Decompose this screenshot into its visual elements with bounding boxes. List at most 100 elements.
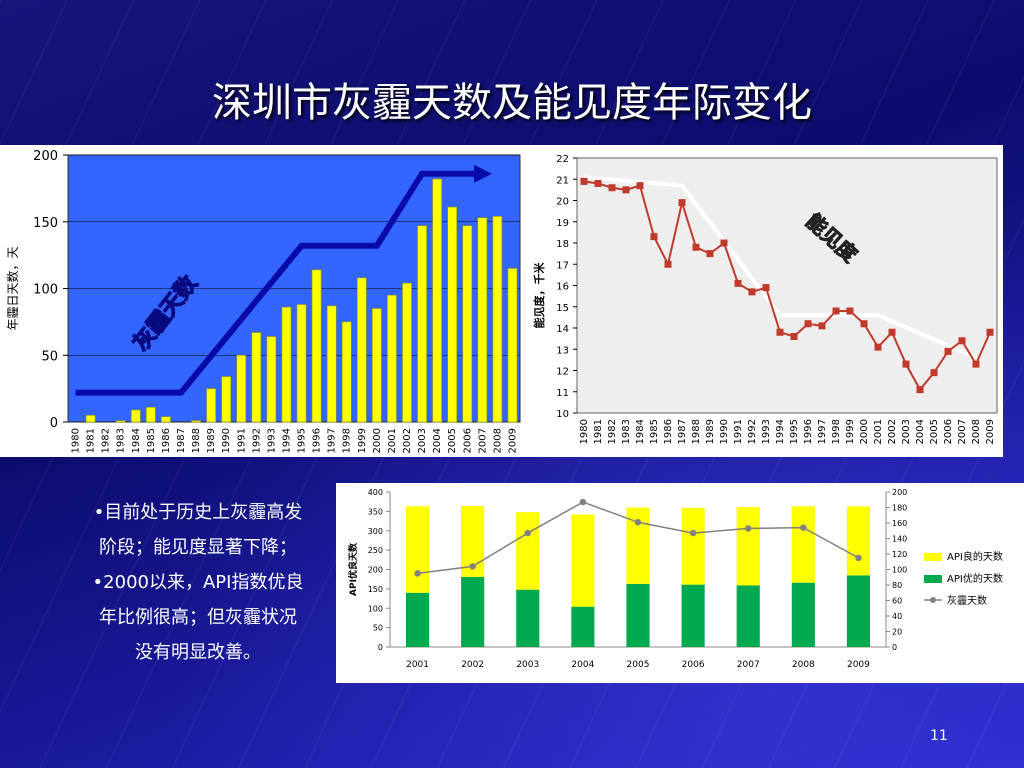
x-tick-label: 1993 — [761, 419, 772, 444]
y-tick-label-right: 100 — [892, 566, 907, 575]
x-tick-label: 2008 — [792, 660, 815, 670]
y-tick-label-right: 180 — [892, 504, 907, 513]
bar-excellent — [516, 589, 540, 647]
data-point — [650, 233, 658, 241]
x-tick-label: 2003 — [901, 419, 912, 444]
data-point — [692, 243, 700, 251]
bullet-line: •2000以来，API指数优良 — [92, 572, 304, 593]
x-tick-label: 2006 — [943, 419, 954, 444]
x-tick-label: 1985 — [649, 419, 660, 444]
x-tick-label: 1984 — [131, 428, 142, 453]
x-tick-label: 2001 — [387, 428, 398, 453]
bullet-line: 年比例很高；但灰霾状况 — [99, 607, 297, 628]
bar — [326, 305, 337, 423]
y-axis-label: API优良天数 — [347, 542, 359, 596]
x-tick-label: 1997 — [327, 428, 338, 453]
bar — [296, 304, 307, 423]
x-tick-label: 1982 — [101, 428, 112, 453]
x-tick-label: 1985 — [146, 428, 157, 453]
x-tick-label: 1984 — [635, 419, 646, 444]
bar-good — [405, 506, 430, 593]
bar-good — [461, 505, 485, 577]
y-tick-label-right: 20 — [892, 628, 902, 637]
x-tick-label: 2006 — [462, 428, 473, 453]
x-tick-label: 2007 — [957, 419, 968, 444]
bar-good — [626, 507, 650, 584]
x-tick-label: 1980 — [71, 428, 82, 453]
data-point — [986, 328, 994, 336]
bar — [507, 268, 518, 423]
data-point — [594, 180, 602, 187]
bullet-line: •目前处于历史上灰霾高发 — [93, 502, 303, 523]
x-tick-label: 1986 — [161, 428, 172, 453]
y-tick-label-right: 140 — [892, 535, 907, 544]
data-point — [608, 184, 616, 192]
bar — [206, 388, 216, 423]
x-tick-label: 2009 — [847, 660, 870, 670]
bar — [341, 321, 352, 423]
data-point — [860, 320, 868, 328]
data-point — [762, 284, 770, 292]
bar — [477, 217, 488, 423]
legend-label-good: API良的天数 — [947, 550, 1003, 563]
haze-point — [634, 519, 642, 526]
bar-excellent — [461, 576, 485, 647]
y-tick-label: 150 — [368, 585, 383, 594]
haze-days-chart: 0 50 100 150 200 1980 1981 1982 1983 1984 1985 1986… — [5, 149, 521, 453]
x-tick-label: 2005 — [627, 660, 650, 670]
bullet-text: •目前处于历史上灰霾高发 阶段；能见度显著下降； •2000以来，API指数优良… — [62, 495, 334, 670]
x-tick-label: 1983 — [116, 428, 127, 453]
bar-good — [571, 514, 595, 607]
haze-point — [855, 554, 862, 562]
y-tick-label: 100 — [368, 604, 383, 613]
y-tick-label: 15 — [556, 303, 569, 314]
trend-arrow-icon — [474, 164, 492, 183]
x-tick-label: 1987 — [176, 428, 187, 453]
data-point — [804, 320, 812, 328]
y-tick-label: 18 — [556, 239, 569, 250]
bar — [311, 269, 322, 423]
x-tick-label: 1989 — [705, 419, 716, 444]
x-tick-label: 1981 — [86, 428, 97, 453]
y-tick-label: 50 — [373, 624, 383, 633]
x-tick-label: 2008 — [971, 419, 982, 444]
x-tick-label: 1998 — [342, 428, 353, 453]
bar — [356, 277, 367, 423]
x-tick-label: 1991 — [733, 419, 744, 444]
data-point — [916, 386, 924, 394]
bar — [402, 282, 412, 423]
data-point — [944, 347, 952, 355]
x-tick-label: 1992 — [251, 428, 262, 453]
bar — [115, 420, 126, 423]
data-point — [748, 288, 756, 296]
bar — [85, 415, 96, 423]
bar — [236, 354, 247, 423]
bar — [266, 336, 277, 423]
y-tick-label: 400 — [368, 488, 383, 497]
data-point — [832, 307, 840, 315]
x-tick-label: 2005 — [929, 419, 940, 444]
haze-point — [579, 498, 587, 506]
data-point — [664, 260, 672, 268]
data-point — [636, 182, 644, 190]
x-tick-label: 2009 — [985, 419, 996, 444]
y-tick-label: 0 — [378, 643, 383, 652]
data-point — [580, 177, 588, 185]
y-tick-label: 11 — [556, 388, 569, 399]
legend-label-haze: 灰霾天数 — [947, 594, 987, 607]
y-tick-label: 16 — [556, 282, 569, 293]
haze-days-chart-panel: 0 50 100 150 200 1980 1981 1982 1983 1984 1985 1986… — [0, 145, 527, 457]
haze-point — [745, 525, 752, 532]
haze-point — [524, 529, 531, 537]
page-number: 11 — [930, 728, 948, 744]
x-tick-label: 2005 — [447, 428, 458, 453]
slide-title: 深圳市灰霾天数及能见度年际变化 — [212, 80, 812, 126]
y-tick-label-right: 80 — [892, 581, 902, 590]
x-tick-label: 1988 — [691, 419, 702, 444]
data-point — [972, 360, 980, 368]
y-tick-label-right: 160 — [892, 519, 907, 528]
y-tick-label-right: 0 — [892, 643, 897, 652]
x-tick-label: 1990 — [221, 428, 232, 453]
bar-excellent — [626, 583, 650, 647]
haze-point — [689, 529, 697, 537]
